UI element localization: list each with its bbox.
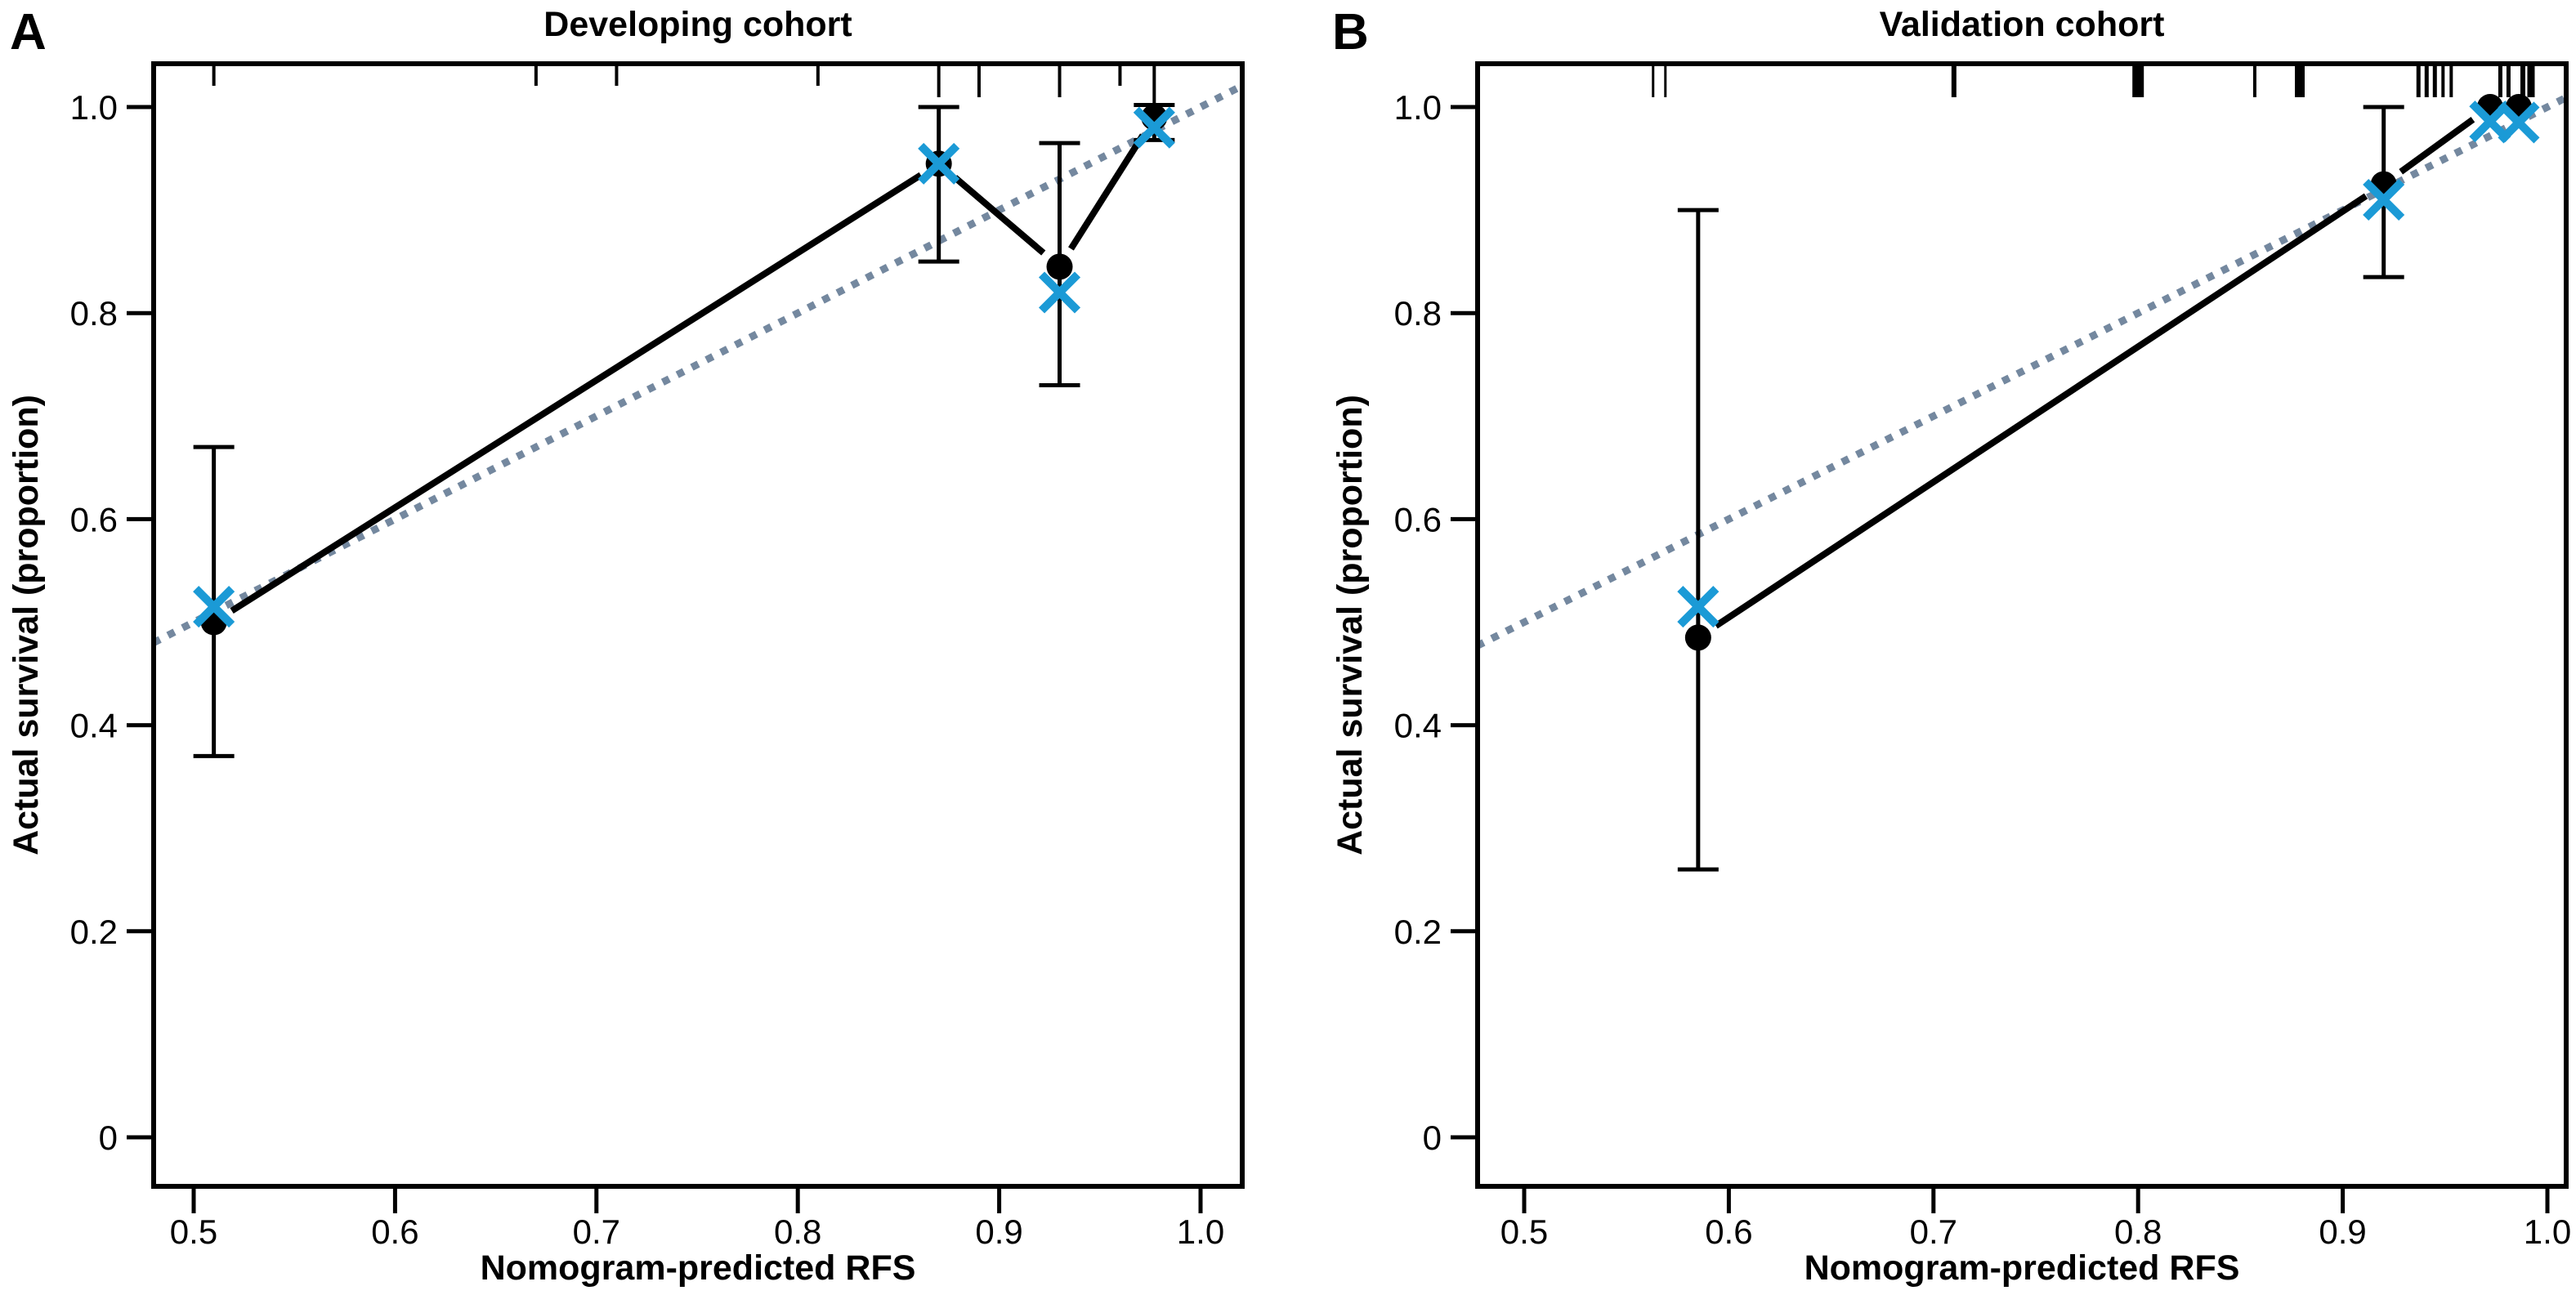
plot-box-a	[151, 61, 1245, 1189]
plot-marks-a	[151, 66, 1245, 758]
x-tick-label-b-3: 0.8	[2114, 1212, 2162, 1251]
x-tick-label-b-0: 0.5	[1500, 1212, 1548, 1251]
data-point-dot-b-0	[1684, 624, 1711, 651]
panel-title-b: Validation cohort	[1880, 5, 2165, 44]
x-axis-title-a: Nomogram-predicted RFS	[481, 1248, 916, 1288]
panel-developing-cohort: A Developing cohort 0.5 0.6 0.7 0.8 0.9 1.0 1.…	[7, 4, 1245, 1288]
x-tick-label-a-2: 0.7	[573, 1212, 620, 1251]
y-axis-title-b: Actual survival (proportion)	[1330, 395, 1370, 855]
axes-b: 0.5 0.6 0.7 0.8 0.9 1.0 1.0 0.8 0.6 0.4 0.2 0	[1394, 88, 2572, 1251]
calibration-line-segment-a-2	[1068, 133, 1146, 251]
data-point-dot-a-2	[1046, 253, 1073, 280]
y-tick-label-a-4: 0.2	[70, 913, 118, 951]
data-point-cross-a-1	[918, 142, 960, 185]
x-tick-label-b-5: 1.0	[2524, 1212, 2571, 1251]
y-tick-label-b-1: 0.8	[1394, 294, 1442, 333]
data-point-cross-a-0	[193, 586, 235, 628]
y-tick-label-a-2: 0.6	[70, 500, 118, 538]
panel-title-a: Developing cohort	[543, 5, 852, 44]
panel-validation-cohort: B Validation cohort 0.5 0.6 0.7 0.8 0.9 1.0 1.…	[1330, 4, 2571, 1288]
x-tick-label-b-2: 0.7	[1910, 1212, 1957, 1251]
calibration-line-segment-a-0	[230, 172, 923, 614]
plot-marks-b	[1475, 66, 2568, 872]
x-tick-label-a-1: 0.6	[371, 1212, 418, 1251]
x-tick-label-a-4: 0.9	[975, 1212, 1022, 1251]
y-tick-label-b-0: 1.0	[1394, 88, 1442, 127]
calibration-line-segment-b-0	[1714, 193, 2368, 629]
ideal-reference-line-b	[1475, 94, 2568, 650]
y-tick-label-b-5: 0	[1423, 1119, 1442, 1157]
x-tick-label-b-1: 0.6	[1705, 1212, 1752, 1251]
x-tick-label-a-3: 0.8	[774, 1212, 821, 1251]
y-tick-label-a-5: 0	[99, 1119, 118, 1157]
y-tick-label-b-3: 0.4	[1394, 707, 1442, 745]
axes-a: 0.5 0.6 0.7 0.8 0.9 1.0 1.0 0.8 0.6 0.4 0.2 0	[70, 88, 1225, 1251]
x-tick-label-b-4: 0.9	[2319, 1212, 2366, 1251]
calibration-line-segment-a-1	[952, 175, 1046, 256]
panel-letter-a: A	[10, 4, 47, 60]
y-tick-label-a-0: 1.0	[70, 88, 118, 127]
data-point-cross-b-1	[2363, 178, 2405, 221]
data-point-cross-b-0	[1677, 586, 1720, 628]
panel-letter-b: B	[1332, 4, 1369, 60]
y-axis-title-a: Actual survival (proportion)	[7, 395, 46, 855]
y-tick-label-b-4: 0.2	[1394, 913, 1442, 951]
x-tick-label-a-0: 0.5	[170, 1212, 217, 1251]
x-axis-title-b: Nomogram-predicted RFS	[1805, 1248, 2240, 1288]
y-tick-label-a-1: 0.8	[70, 294, 118, 333]
x-tick-label-a-5: 1.0	[1177, 1212, 1224, 1251]
y-tick-label-b-2: 0.6	[1394, 500, 1442, 538]
plot-box-b	[1475, 61, 2569, 1189]
data-point-cross-a-3	[1133, 106, 1175, 149]
data-point-cross-a-2	[1038, 271, 1081, 314]
data-point-cross-b-3	[2498, 101, 2540, 144]
y-tick-label-a-3: 0.4	[70, 707, 118, 745]
calibration-line-segment-b-1	[2399, 117, 2475, 175]
